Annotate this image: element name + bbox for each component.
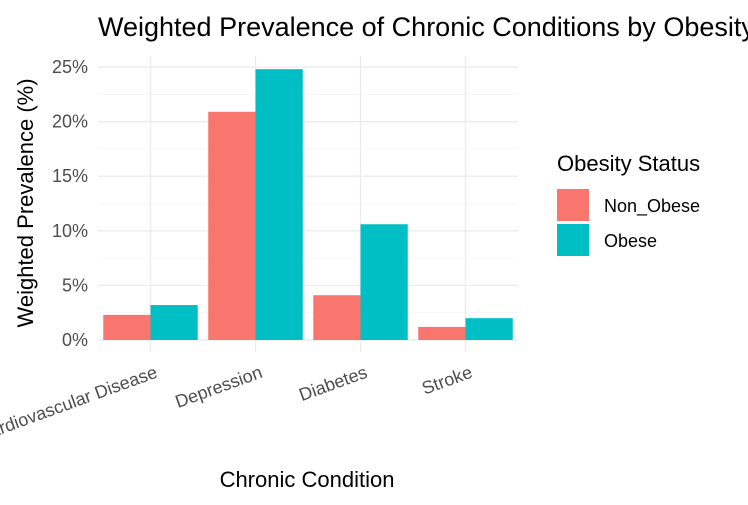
bar-obese	[360, 224, 408, 340]
bar-obese	[465, 318, 513, 340]
y-axis-ticks: 0% 5% 10% 15% 20% 25%	[52, 57, 88, 350]
y-axis-title: Weighted Prevalence (%)	[13, 78, 38, 327]
bar-obese	[150, 305, 198, 340]
y-tick-label: 20%	[52, 112, 88, 132]
legend-key	[557, 189, 589, 221]
y-tick-label: 15%	[52, 166, 88, 186]
bars	[103, 69, 513, 341]
legend-label: Non_Obese	[604, 196, 700, 217]
bar-non-obese	[208, 111, 256, 340]
x-axis-title: Chronic Condition	[220, 467, 395, 492]
x-axis-ticks: Cardiovascular Disease Depression Diabetes…	[0, 362, 475, 446]
y-tick-label: 10%	[52, 221, 88, 241]
bar-non-obese	[103, 314, 151, 340]
x-tick-label: Depression	[172, 362, 264, 412]
x-tick-label: Cardiovascular Disease	[0, 362, 160, 446]
y-tick-label: 25%	[52, 57, 88, 77]
legend-title: Obesity Status	[557, 151, 700, 176]
bar-non-obese	[313, 295, 361, 340]
bar-obese	[255, 69, 303, 341]
x-tick-label: Stroke	[419, 362, 475, 399]
bar-non-obese	[418, 326, 466, 340]
legend-key	[557, 224, 589, 256]
legend: Obesity Status Non_Obese Obese	[557, 151, 700, 256]
y-tick-label: 0%	[62, 330, 88, 350]
legend-label: Obese	[604, 231, 657, 251]
x-tick-label: Diabetes	[296, 362, 370, 405]
y-tick-label: 5%	[62, 275, 88, 295]
chart-title: Weighted Prevalence of Chronic Condition…	[98, 12, 748, 42]
